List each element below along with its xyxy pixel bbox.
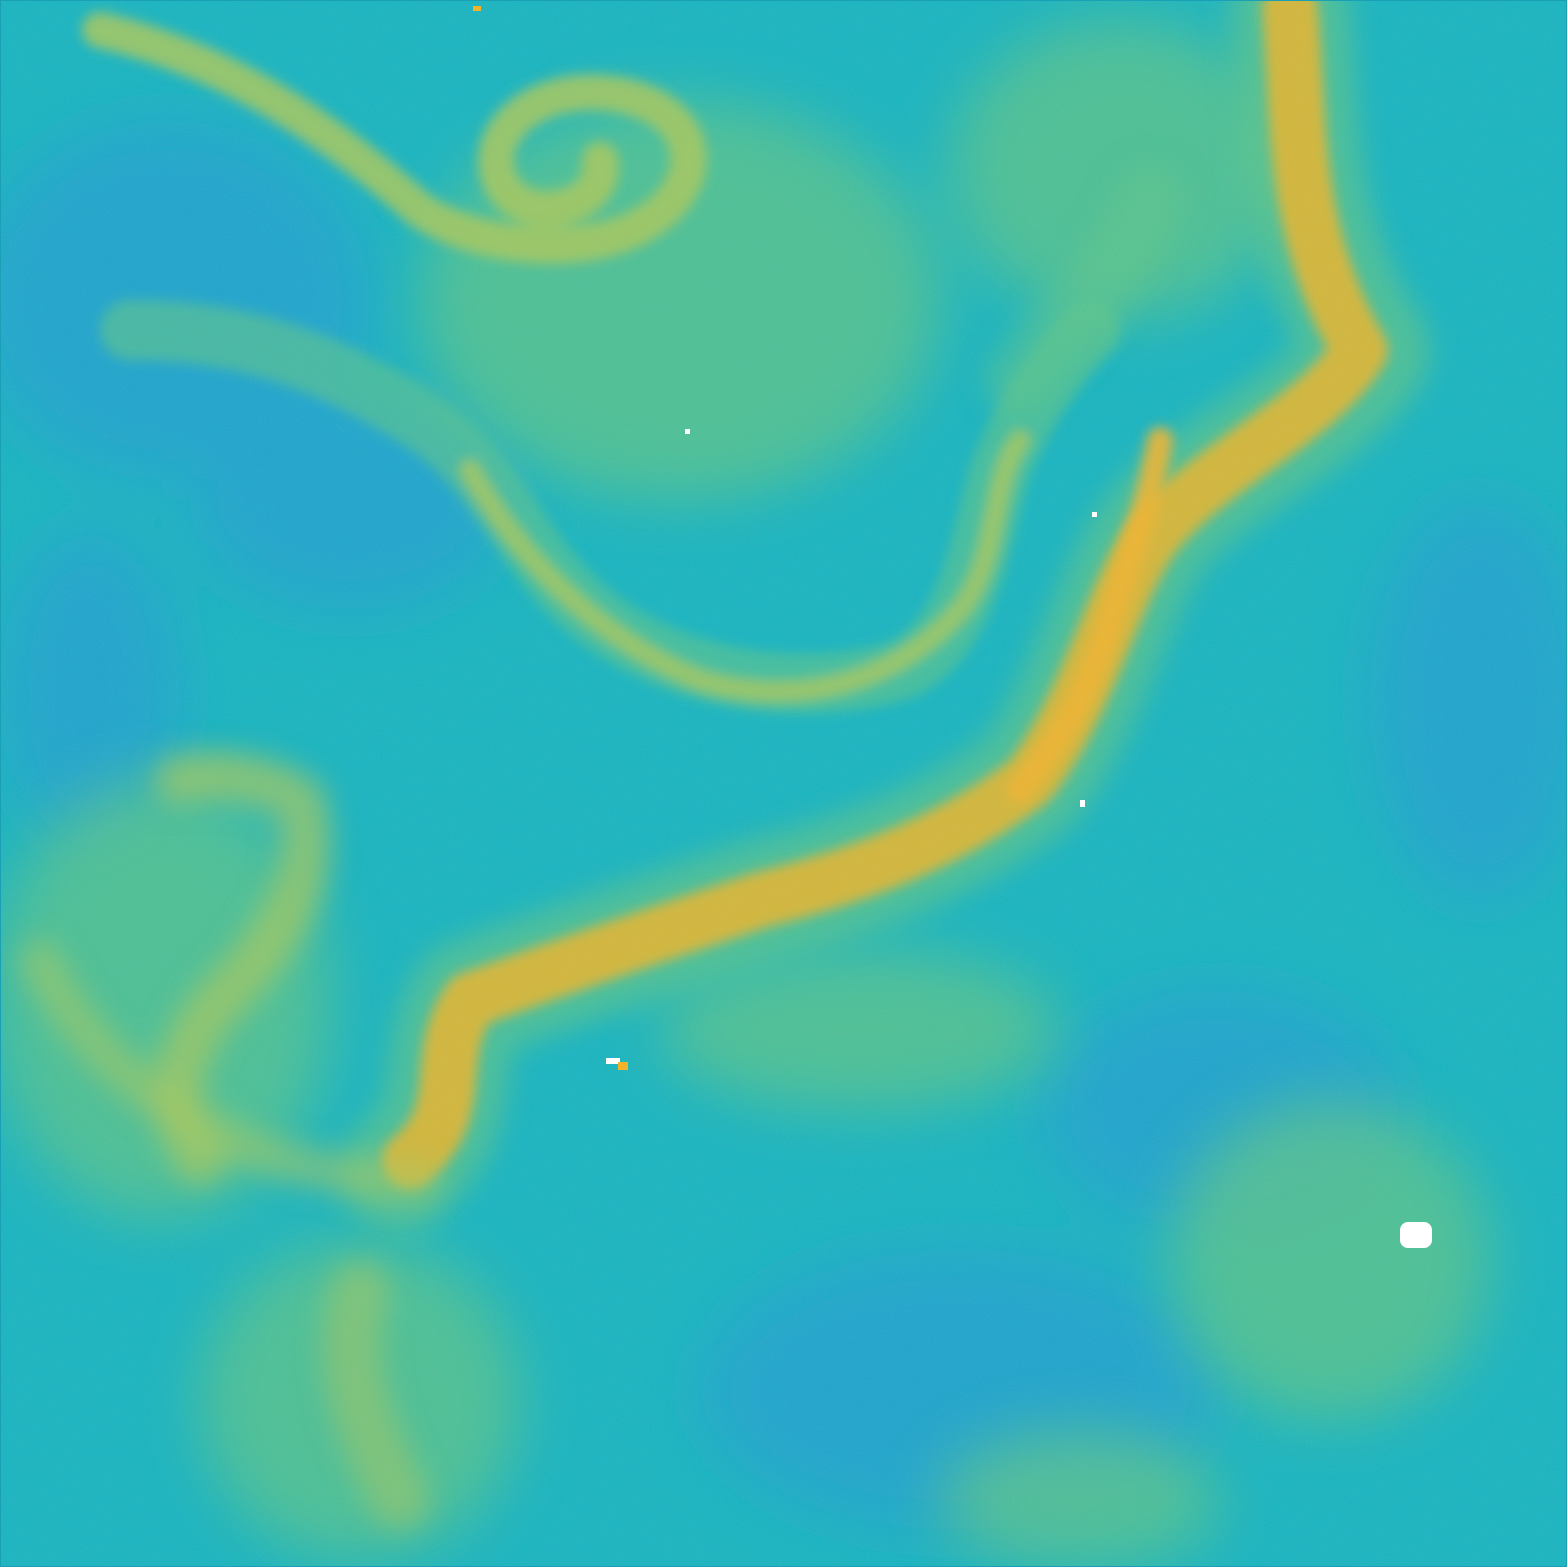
nodata-speckles xyxy=(606,429,1432,1248)
hot-speckles xyxy=(473,6,628,1070)
